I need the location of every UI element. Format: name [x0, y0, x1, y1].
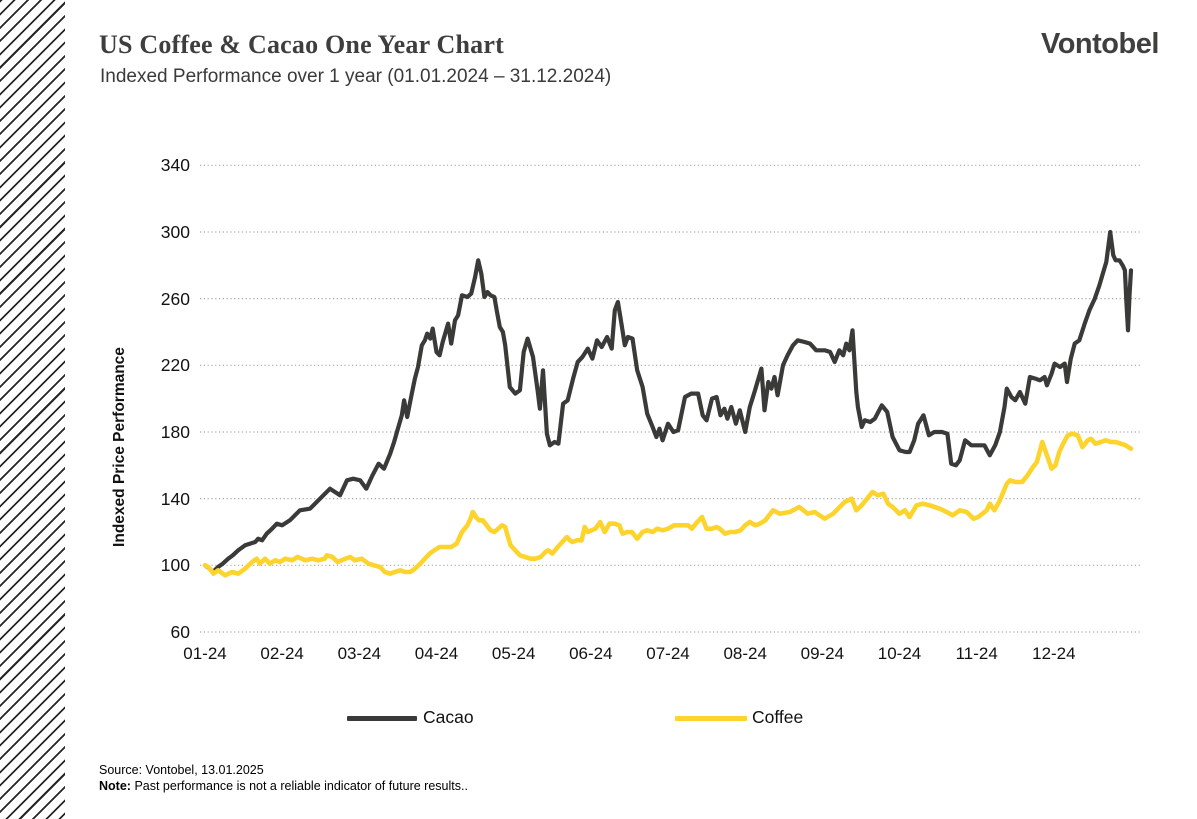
y-tick-label: 60 [170, 622, 190, 642]
x-tick-label: 12-24 [1032, 644, 1076, 663]
x-tick-label: 05-24 [491, 644, 536, 663]
y-tick-label: 180 [160, 421, 190, 442]
x-tick-label: 03-24 [337, 644, 382, 663]
x-tick-label: 11-24 [955, 644, 998, 663]
y-tick-label: 340 [160, 155, 190, 176]
x-tick-label: 02-24 [260, 644, 304, 663]
note-text: Note: Past performance is not a reliable… [99, 779, 468, 793]
cacao-legend-label: Cacao [423, 707, 474, 727]
x-tick-label: 10-24 [877, 644, 922, 663]
x-tick-label: 07-24 [646, 644, 690, 663]
cacao-series-line [202, 229, 1134, 575]
x-tick-label: 04-24 [414, 644, 459, 663]
cacao-legend-swatch [347, 716, 417, 721]
source-text: Source: Vontobel, 13.01.2025 [99, 763, 264, 777]
coffee-legend-label: Coffee [752, 707, 804, 727]
y-tick-label: 100 [160, 555, 190, 576]
coffee-series-line [202, 431, 1134, 578]
y-tick-label: 140 [160, 488, 190, 509]
x-tick-label: 09-24 [800, 644, 845, 663]
y-tick-label: 220 [160, 355, 190, 376]
diagonal-hatch-decoration [0, 0, 65, 819]
x-tick-label: 01-24 [183, 644, 227, 663]
note-body: Past performance is not a reliable indic… [134, 779, 468, 793]
y-tick-label: 300 [160, 221, 190, 242]
coffee-legend-swatch [675, 716, 747, 721]
note-label: Note: [99, 779, 131, 793]
page-subtitle: Indexed Performance over 1 year (01.01.2… [100, 66, 612, 87]
y-tick-label: 260 [160, 288, 190, 309]
x-tick-label: 08-24 [723, 644, 767, 663]
x-tick-label: 06-24 [569, 644, 613, 663]
page-title: US Coffee & Cacao One Year Chart [99, 30, 504, 59]
vontobel-logo: Vontobel [1041, 28, 1159, 60]
